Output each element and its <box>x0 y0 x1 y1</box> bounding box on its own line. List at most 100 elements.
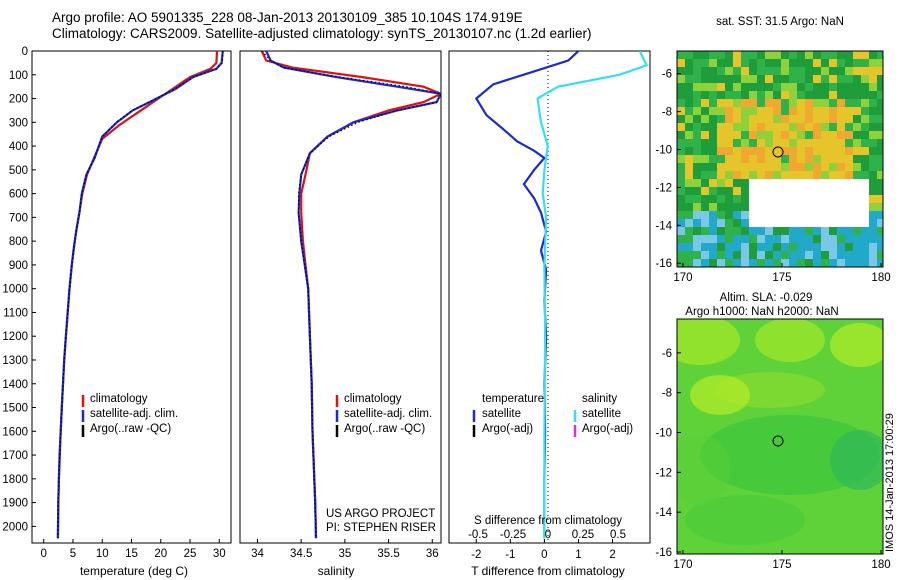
y-tick-label: 2000 <box>2 521 28 533</box>
sst-cell <box>693 91 701 99</box>
y-tick-label: 1700 <box>2 450 28 462</box>
sst-cell <box>829 67 837 75</box>
sst-cell <box>693 187 701 195</box>
sst-cell <box>749 67 757 75</box>
sst-cell <box>677 75 685 83</box>
sst-cell <box>789 83 797 91</box>
sst-cell <box>685 99 693 107</box>
sst-cell <box>765 155 773 163</box>
sst-cell <box>709 259 717 267</box>
y-tick-label: 600 <box>9 189 28 201</box>
sst-cell <box>837 107 845 115</box>
sst-cell <box>829 195 837 203</box>
y-tick-label: 1800 <box>2 474 28 486</box>
sst-cell <box>869 171 877 179</box>
x-tick-label: -2 <box>471 549 481 561</box>
sst-cell <box>829 59 837 67</box>
sst-cell <box>733 51 741 59</box>
sst-cell <box>749 123 757 131</box>
sst-cell <box>677 179 685 187</box>
sst-cell <box>869 227 877 235</box>
sst-cell <box>749 243 757 251</box>
y-tick-label: 100 <box>9 70 28 82</box>
sst-cell <box>741 75 749 83</box>
sst-cell <box>757 219 765 227</box>
sst-cell <box>877 187 883 195</box>
temperature-axes-frame <box>31 50 232 544</box>
sst-cell <box>677 243 685 251</box>
sst-cell <box>749 139 757 147</box>
sst-cell <box>805 75 813 83</box>
sst-cell <box>797 259 805 267</box>
sst-cell <box>757 235 765 243</box>
sst-cell <box>821 203 829 211</box>
sst-cell <box>701 235 709 243</box>
legend-argo: Argo(..raw -QC) <box>344 423 425 435</box>
sst-cell <box>853 259 861 267</box>
sst-cell <box>701 259 709 267</box>
sst-cell <box>709 115 717 123</box>
sst-cell <box>765 75 773 83</box>
sst-cell <box>877 83 883 91</box>
sst-cell <box>797 115 805 123</box>
sst-cell <box>773 219 781 227</box>
sst-cell <box>781 243 789 251</box>
sst-cell <box>717 187 725 195</box>
sst-cell <box>733 99 741 107</box>
sst-cell <box>741 187 749 195</box>
sst-cell <box>869 179 877 187</box>
sst-cell <box>709 187 717 195</box>
sst-cell <box>717 251 725 259</box>
lat-tick-label: -14 <box>655 507 672 519</box>
sst-cell <box>773 107 781 115</box>
sst-cell <box>749 91 757 99</box>
sst-cell <box>853 171 861 179</box>
sst-cell <box>677 155 685 163</box>
sst-cell <box>749 131 757 139</box>
sst-cell <box>693 195 701 203</box>
sst-cell <box>789 91 797 99</box>
sst-cell <box>813 83 821 91</box>
sst-cell <box>677 251 685 259</box>
sst-cell <box>701 139 709 147</box>
sst-cell <box>709 59 717 67</box>
sst-cell <box>693 51 701 59</box>
sst-cell <box>797 163 805 171</box>
difference-panel: -2 -1 0 1 2 S difference from climatology -0… <box>448 50 651 578</box>
sst-cell <box>725 179 733 187</box>
sst-cell <box>813 203 821 211</box>
sst-cell <box>749 147 757 155</box>
sst-cell <box>821 163 829 171</box>
sst-cell <box>733 227 741 235</box>
sst-cell <box>701 83 709 91</box>
sst-cell <box>781 179 789 187</box>
sst-cell <box>749 251 757 259</box>
sst-cell <box>701 195 709 203</box>
sst-cell <box>725 171 733 179</box>
y-tick-label: 1900 <box>2 498 28 510</box>
sst-cell <box>733 131 741 139</box>
sst-cell <box>709 139 717 147</box>
sst-cell <box>813 131 821 139</box>
lon-tick-label: 170 <box>673 559 692 571</box>
sst-cell <box>789 171 797 179</box>
sst-cell <box>789 179 797 187</box>
sst-cell <box>773 227 781 235</box>
sst-cell <box>869 211 877 219</box>
sst-cell <box>805 67 813 75</box>
sst-cell <box>725 147 733 155</box>
sst-cell <box>821 83 829 91</box>
sst-map-ticks: 170 175 180 -6 -8 -10 -12 -14 -16 <box>655 69 890 284</box>
sst-cell <box>677 123 685 131</box>
sst-cell <box>741 131 749 139</box>
sst-cell <box>749 99 757 107</box>
lat-tick-label: -10 <box>655 428 672 440</box>
sst-cell <box>781 115 789 123</box>
sst-cell <box>733 147 741 155</box>
y-tick-label: 400 <box>9 141 28 153</box>
sst-cell <box>869 235 877 243</box>
sst-cell <box>709 203 717 211</box>
sst-cell <box>853 123 861 131</box>
sst-cell <box>837 203 845 211</box>
header-line-2: Climatology: CARS2009. Satellite-adjuste… <box>52 26 592 41</box>
